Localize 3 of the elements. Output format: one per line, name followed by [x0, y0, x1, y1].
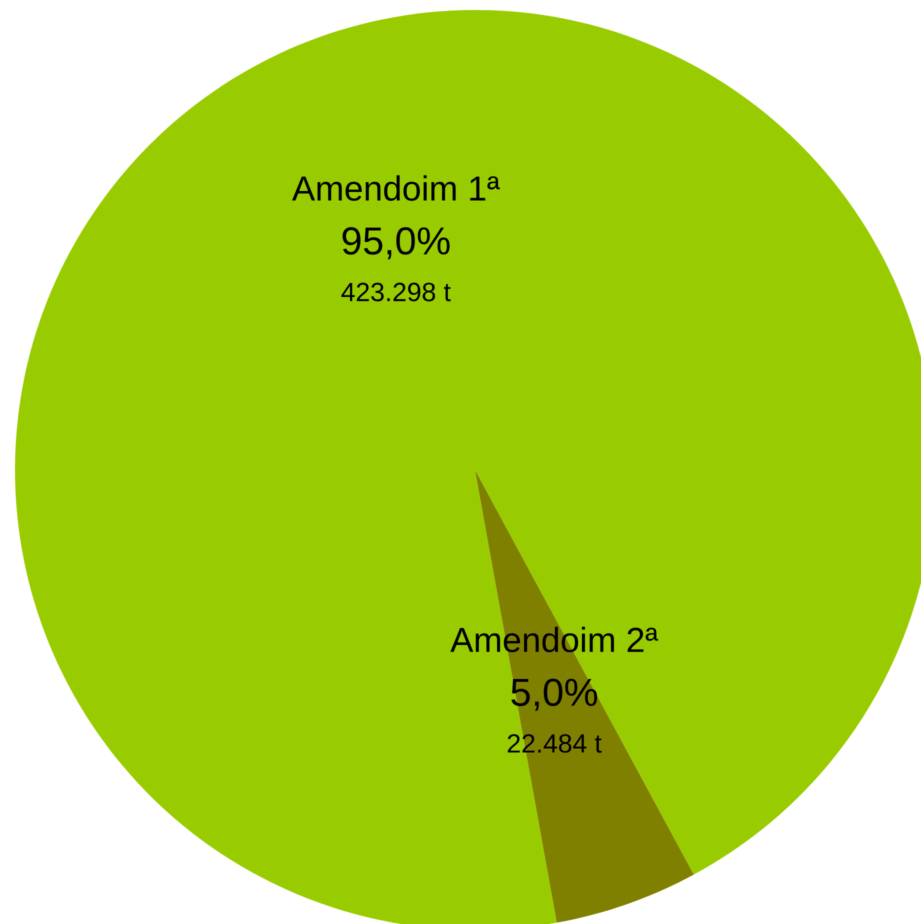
slice-label: Amendoim 2ª — [450, 626, 658, 652]
data-label: 95,0% 423.298 t — [341, 227, 451, 302]
slice-label: Amendoim 1ª — [292, 175, 500, 201]
